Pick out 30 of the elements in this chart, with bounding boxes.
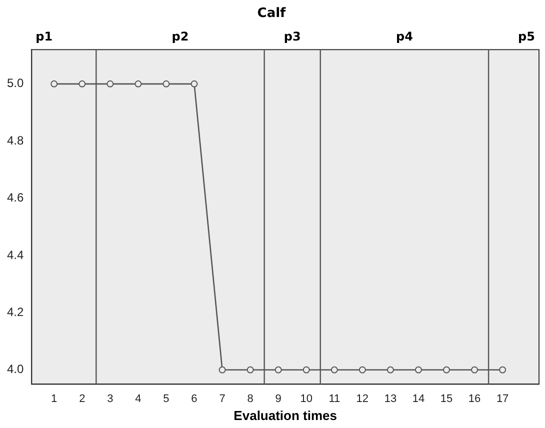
x-tick-label: 12: [356, 392, 369, 405]
chart-title: Calf: [257, 6, 286, 22]
text: p3: [284, 30, 301, 44]
text: p4: [396, 30, 413, 44]
x-tick-label: 6: [191, 392, 198, 405]
x-tick-label: 10: [300, 392, 312, 405]
x-tick-label: 1: [51, 392, 58, 405]
y-tick-label: 4.6: [6, 190, 24, 205]
y-tick-label: 4.0: [6, 362, 24, 376]
x-tick-label: 8: [247, 392, 254, 405]
x-axis-title: Evaluation times: [234, 408, 337, 423]
x-tick-label: 9: [275, 392, 282, 405]
x-tick-label: 13: [384, 392, 397, 405]
text: p1: [36, 30, 53, 44]
x-tick-label: 16: [468, 392, 481, 405]
y-tick-label: 5.0: [6, 76, 24, 90]
y-tick-label: 4.2: [6, 305, 24, 320]
y-tick-label: 4.8: [6, 133, 24, 148]
x-tick-label: 4: [135, 392, 142, 405]
x-tick-label: 3: [107, 392, 114, 405]
text: p2: [172, 30, 189, 44]
y-tick-label: 4.4: [6, 248, 24, 262]
x-tick-label: 5: [163, 392, 170, 405]
x-tick-label: 11: [328, 392, 340, 405]
x-tick-label: 14: [412, 392, 425, 405]
text: p5: [518, 30, 535, 44]
x-tick-label: 2: [79, 392, 86, 405]
x-tick-label: 7: [219, 392, 226, 405]
x-tick-label: 15: [440, 392, 453, 405]
x-tick-label: 17: [496, 392, 509, 405]
